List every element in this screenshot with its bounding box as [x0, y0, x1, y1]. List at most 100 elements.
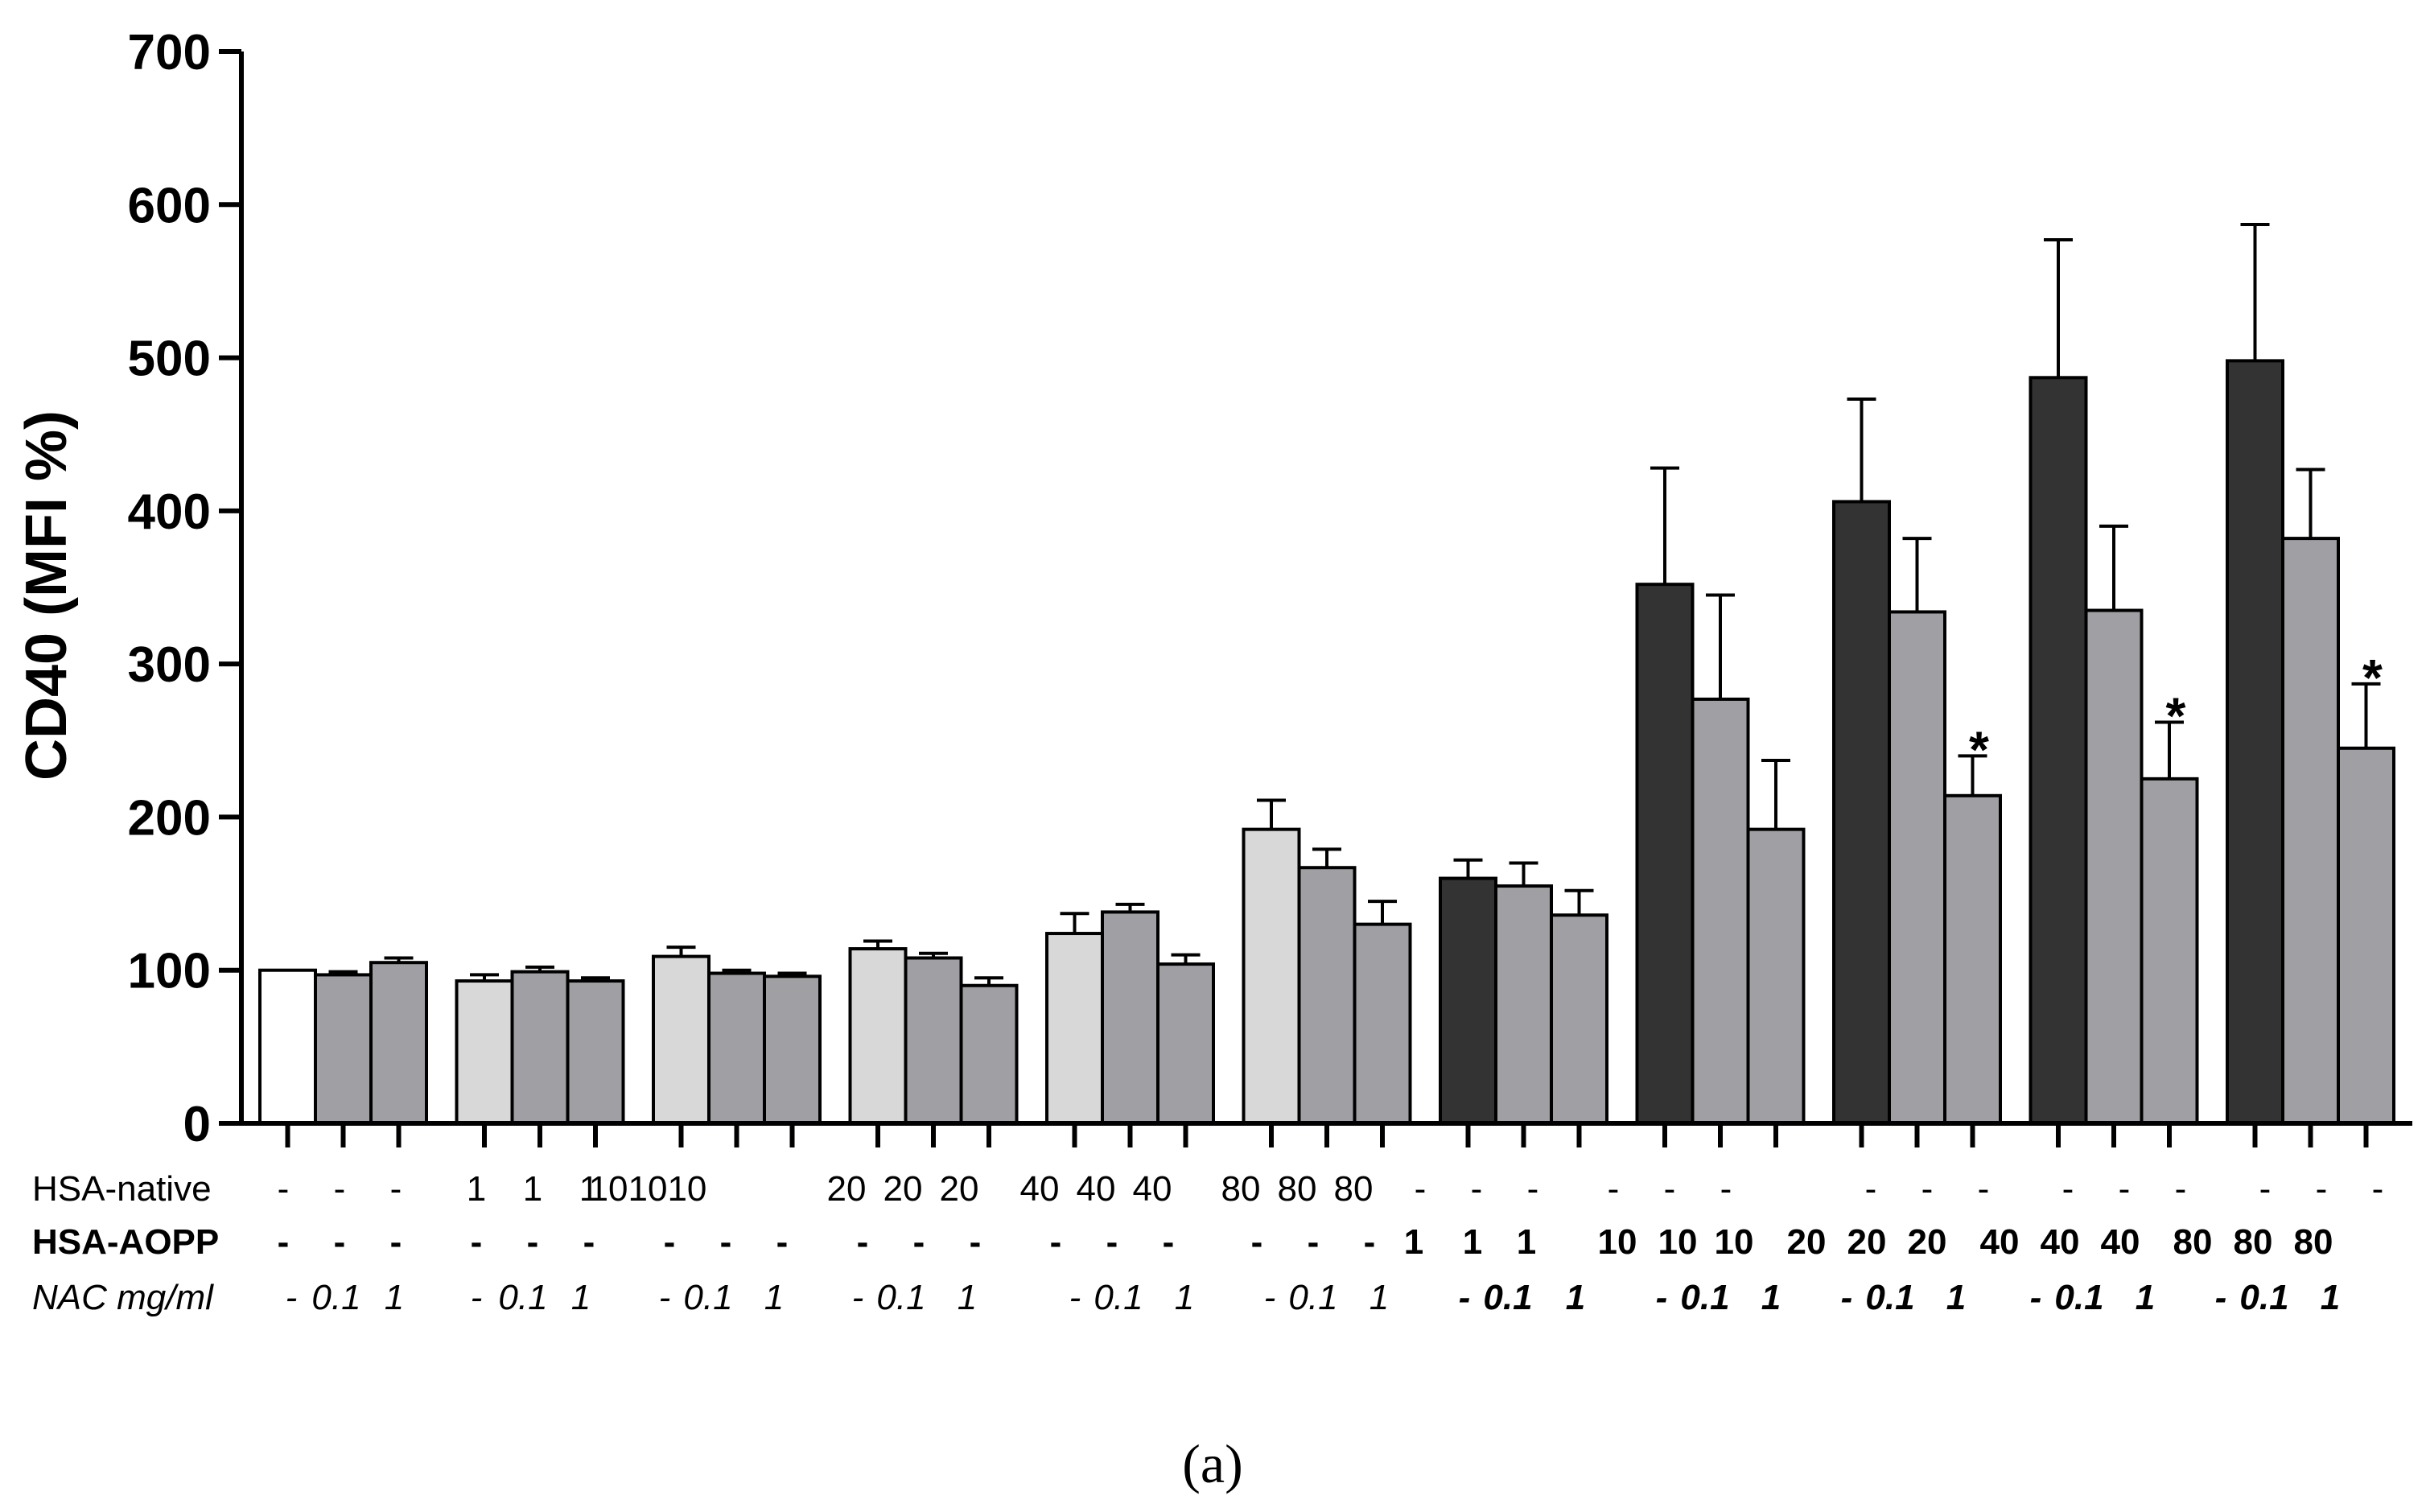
row-token: 1 [1404, 1222, 1423, 1262]
row-token: 80 [1221, 1169, 1261, 1209]
row-token: 0.1 [2239, 1278, 2288, 1317]
row-token: 1 [2136, 1278, 2155, 1317]
row-token: - [471, 1278, 483, 1317]
bar [369, 961, 428, 1125]
row-token: 0.1 [683, 1278, 732, 1317]
row-token: - [1656, 1278, 1668, 1317]
row-token: 1 [571, 1278, 591, 1317]
row-token: 1 [1761, 1278, 1781, 1317]
row-token: 10 [1658, 1222, 1698, 1262]
row-token: 40 [2041, 1222, 2080, 1262]
bar [1494, 884, 1553, 1125]
row-token: 80 [1278, 1169, 1317, 1209]
row-token: 40 [2101, 1222, 2140, 1262]
row-token: 0.1 [1680, 1278, 1729, 1317]
row-token: 40 [1077, 1169, 1116, 1209]
significance-marker: * [2166, 686, 2186, 744]
y-tick-label: 100 [128, 944, 211, 999]
y-tick-label: 0 [183, 1097, 211, 1152]
row-label: HSA-native [32, 1169, 212, 1209]
row-token: 1 [1517, 1222, 1536, 1262]
row-token: - [2259, 1169, 2272, 1209]
row-token: 80 [2173, 1222, 2213, 1262]
row-token: 1 [1175, 1278, 1194, 1317]
row-token: - [583, 1222, 595, 1262]
significance-marker: * [1969, 720, 1989, 778]
row-token: - [970, 1222, 982, 1262]
row-token: - [1978, 1169, 1990, 1209]
row-token: - [1608, 1169, 1620, 1209]
row-token: 101010 [589, 1169, 707, 1209]
row-token: - [1251, 1222, 1263, 1262]
row-token: 0.1 [1288, 1278, 1337, 1317]
bar [1635, 583, 1695, 1125]
row-token: - [2030, 1278, 2042, 1317]
y-tick-label: 700 [128, 25, 211, 80]
row-token: - [1415, 1169, 1427, 1209]
row-token: - [2062, 1169, 2074, 1209]
row-token: - [390, 1222, 402, 1262]
row-token: - [1364, 1222, 1376, 1262]
bar [314, 973, 373, 1125]
row-token: 80 [2294, 1222, 2333, 1262]
bar [1832, 500, 1891, 1125]
row-token: 20 [827, 1169, 867, 1209]
row-token: - [527, 1222, 539, 1262]
row-token: 1 [2321, 1278, 2340, 1317]
bar [1101, 910, 1159, 1126]
bar [1353, 922, 1412, 1125]
y-axis: 0 100 200 300 400 500 600 700 [128, 25, 244, 1152]
bar [1943, 793, 2002, 1125]
row-token: 20 [940, 1169, 979, 1209]
row-token: - [1720, 1169, 1732, 1209]
row-token: 0.1 [311, 1278, 360, 1317]
row-token: 1 [579, 1169, 599, 1209]
row-token: - [659, 1278, 671, 1317]
row-token: - [1308, 1222, 1320, 1262]
row-token: 1 [1463, 1222, 1482, 1262]
row-token: 20 [1787, 1222, 1827, 1262]
row-token: - [2119, 1169, 2131, 1209]
bar [848, 947, 908, 1126]
row-token: 20 [1847, 1222, 1887, 1262]
row-token: - [1264, 1278, 1276, 1317]
row-token: - [1527, 1169, 1539, 1209]
row-token: 1 [958, 1278, 977, 1317]
row-token: - [334, 1222, 346, 1262]
bar [455, 979, 514, 1126]
row-token: 20 [883, 1169, 923, 1209]
row-token: - [1921, 1169, 1934, 1209]
row-label: NAC mg/ml [32, 1278, 214, 1317]
row-token: 1 [523, 1169, 542, 1209]
row-token: 1 [1370, 1278, 1389, 1317]
row-token: - [2372, 1169, 2384, 1209]
row-token: - [2215, 1278, 2227, 1317]
bar [1045, 932, 1104, 1125]
bar [1242, 827, 1301, 1126]
row-token: 0.1 [1865, 1278, 1914, 1317]
bar [2140, 777, 2199, 1125]
bar [1888, 610, 1946, 1125]
row-token: 1 [764, 1278, 784, 1317]
y-axis-label: CD40 (MFI %) [14, 410, 79, 781]
row-token: - [720, 1222, 732, 1262]
y-tick-label: 500 [128, 332, 211, 387]
bar [1156, 962, 1215, 1126]
row-token: - [286, 1278, 298, 1317]
row-token: 0.1 [498, 1278, 547, 1317]
significance-marker: * [2362, 649, 2383, 707]
y-tick-label: 200 [128, 790, 211, 846]
bars: * * * [258, 223, 2395, 1126]
row-token: - [1865, 1169, 1877, 1209]
row-token: 0.1 [2054, 1278, 2103, 1317]
row-token: - [1069, 1278, 1081, 1317]
row-token: 40 [1133, 1169, 1172, 1209]
bar [1550, 913, 1608, 1125]
bar [959, 983, 1019, 1125]
row-token: 10 [1715, 1222, 1754, 1262]
bar [1439, 876, 1497, 1125]
row-token: - [1841, 1278, 1853, 1317]
bar [1746, 827, 1806, 1126]
